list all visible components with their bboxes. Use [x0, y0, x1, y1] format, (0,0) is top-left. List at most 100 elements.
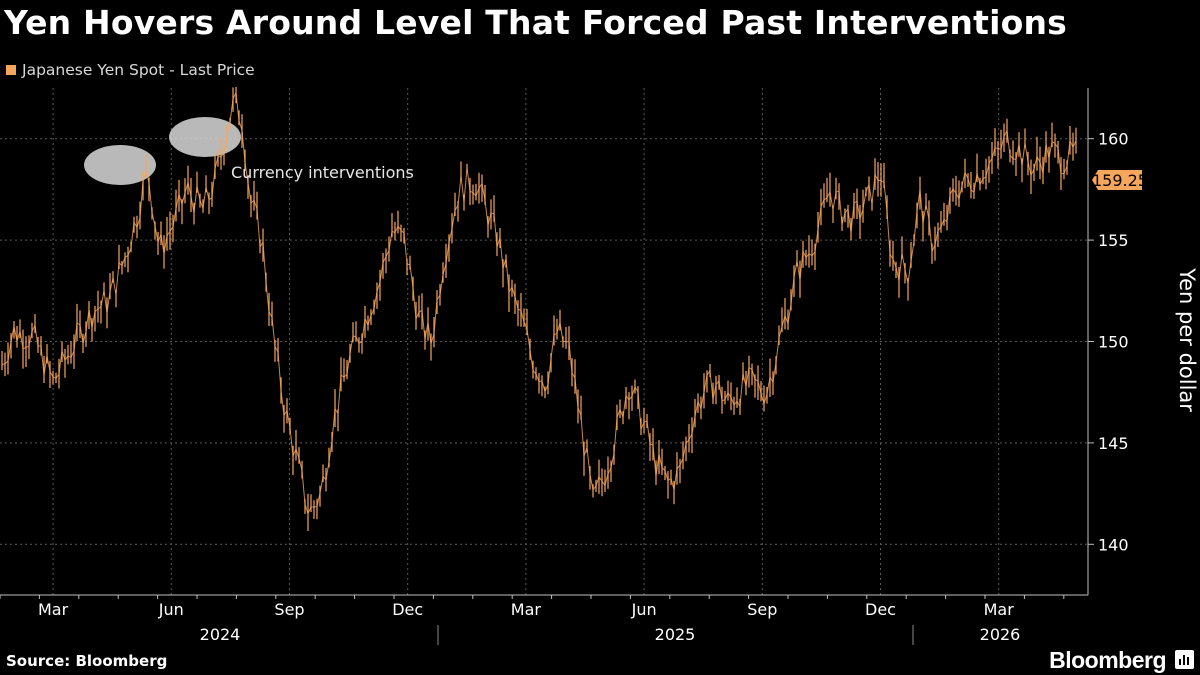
- y-tick-label: 145: [1098, 434, 1129, 453]
- price-segment: [253, 200, 258, 209]
- price-segment: [526, 329, 531, 350]
- price-segment: [229, 98, 234, 123]
- price-segment: [1009, 155, 1014, 160]
- price-segment: [424, 322, 429, 340]
- price-segment: [652, 445, 657, 477]
- price-segment: [439, 274, 444, 296]
- price-segment: [85, 309, 90, 332]
- price-segment: [862, 191, 867, 210]
- price-segment: [1015, 144, 1020, 160]
- price-segment: [256, 208, 261, 247]
- price-segment: [1048, 141, 1053, 159]
- price-segment: [991, 147, 996, 159]
- price-segment: [517, 308, 522, 312]
- price-segment: [946, 194, 951, 222]
- price-segment: [682, 443, 687, 459]
- price-segment: [43, 355, 48, 376]
- y-axis: 160 155 150 145 140: [1087, 88, 1129, 595]
- x-tick-label: Sep: [274, 600, 304, 619]
- y-tick-label: 160: [1098, 130, 1129, 149]
- price-segment: [937, 226, 942, 231]
- price-segment: [577, 407, 582, 416]
- price-segment: [586, 447, 591, 475]
- grid-lines: [0, 88, 1088, 595]
- price-segment: [724, 392, 729, 400]
- price-segment: [40, 345, 45, 376]
- price-segment: [346, 353, 351, 375]
- price-segment: [817, 206, 822, 230]
- price-segment: [799, 250, 804, 280]
- price-segment: [859, 209, 864, 219]
- price-segment: [604, 473, 609, 486]
- y-tick-label: 140: [1098, 535, 1129, 554]
- price-segment: [283, 410, 288, 416]
- price-segment: [667, 478, 672, 482]
- price-segment: [532, 370, 537, 375]
- price-segment: [376, 282, 381, 292]
- last-price-badge-bg: [1092, 170, 1142, 190]
- price-segment: [235, 92, 240, 121]
- price-segment: [208, 197, 213, 200]
- price-segment: [625, 395, 630, 401]
- price-segment: [1042, 144, 1047, 174]
- price-segment: [865, 184, 870, 192]
- price-segment: [145, 169, 150, 183]
- price-segment: [139, 181, 144, 218]
- price-segment: [25, 345, 30, 348]
- price-segment: [262, 242, 267, 283]
- price-segment: [571, 372, 576, 379]
- price-segment: [646, 420, 651, 444]
- price-segment: [493, 213, 498, 248]
- price-segment: [364, 318, 369, 326]
- price-segment: [622, 395, 627, 418]
- price-segment: [1039, 162, 1044, 174]
- price-segment: [631, 386, 636, 397]
- y-tick-label: 155: [1098, 231, 1129, 250]
- price-segment: [190, 196, 195, 213]
- y-axis-label: Yen per dollar: [1175, 267, 1199, 412]
- price-segment: [808, 253, 813, 257]
- price-segment: [382, 256, 387, 263]
- price-segment: [484, 200, 489, 226]
- annotation-label: Currency interventions: [231, 163, 414, 182]
- price-segment: [1012, 158, 1017, 160]
- price-segment: [979, 178, 984, 185]
- price-segment: [550, 334, 555, 359]
- price-segment: [52, 376, 57, 379]
- price-segment: [697, 401, 702, 409]
- price-segment: [976, 173, 981, 185]
- price-segment: [34, 325, 39, 347]
- price-segment: [793, 261, 798, 278]
- x-tick-label: Mar: [38, 600, 69, 619]
- price-segment: [277, 352, 282, 391]
- price-segment: [118, 262, 123, 267]
- price-segment: [1063, 166, 1068, 174]
- price-segment: [547, 358, 552, 385]
- price-segment: [46, 355, 51, 372]
- year-label: 2025: [655, 625, 696, 644]
- price-segment: [454, 205, 459, 211]
- price-segment: [826, 191, 831, 199]
- price-segment: [619, 409, 624, 418]
- price-segment: [853, 200, 858, 204]
- price-segment: [166, 231, 171, 237]
- price-segment: [694, 401, 699, 417]
- price-segment: [259, 241, 264, 248]
- price-segment: [184, 182, 189, 194]
- price-segment: [451, 210, 456, 230]
- price-segment: [292, 448, 297, 457]
- price-segment: [892, 259, 897, 268]
- price-segment: [781, 315, 786, 327]
- price-segment: [541, 380, 546, 392]
- price-segment: [871, 174, 876, 204]
- price-segment: [64, 355, 69, 361]
- price-segment: [934, 230, 939, 246]
- price-segment: [790, 277, 795, 305]
- price-segment: [898, 253, 903, 281]
- price-segment: [436, 295, 441, 301]
- price-segment: [367, 315, 372, 326]
- price-segment: [556, 322, 561, 334]
- price-segment: [247, 182, 252, 203]
- price-segment: [226, 122, 231, 135]
